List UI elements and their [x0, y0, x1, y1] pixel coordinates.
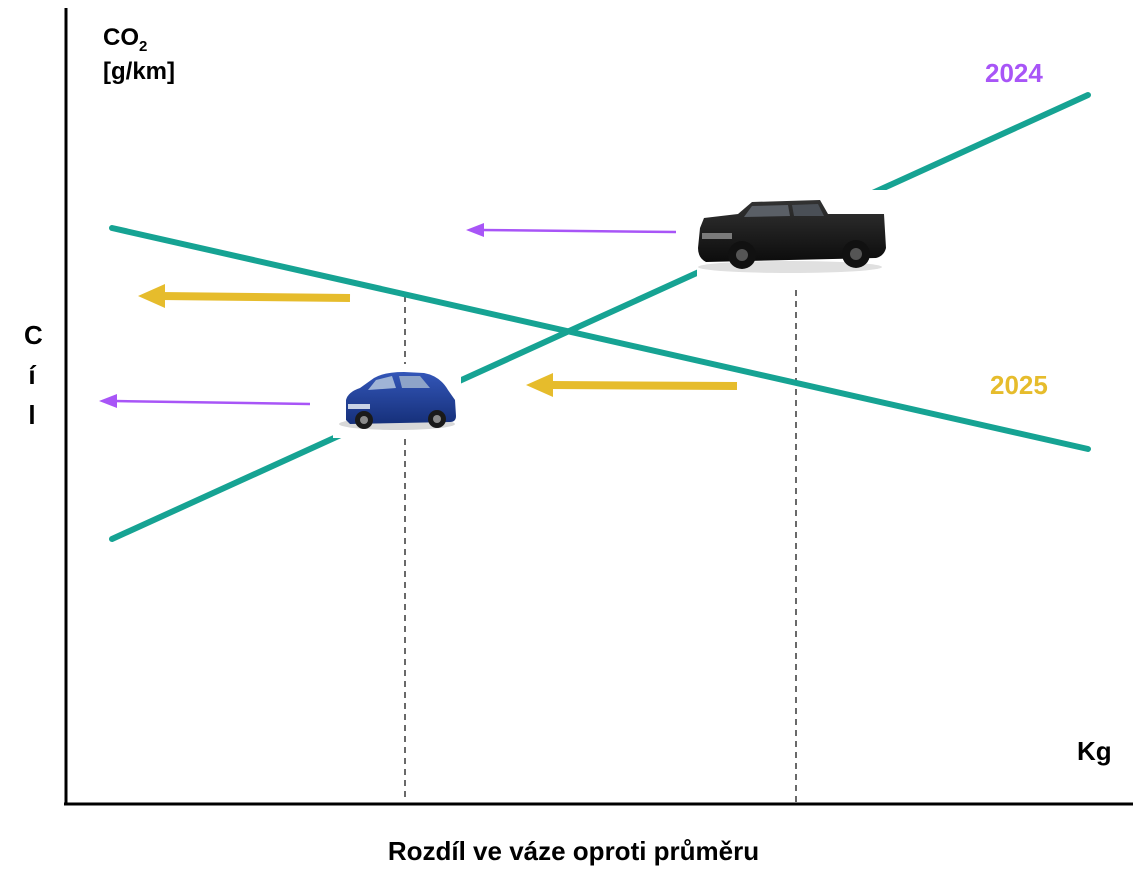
target-side-letter: l [28, 400, 36, 430]
x-axis-unit: Kg [1077, 736, 1112, 766]
y-axis-unit: [g/km] [103, 58, 175, 85]
arrow-2024-heavy [466, 223, 677, 237]
arrow-2025-heavy [526, 373, 738, 397]
x-axis-title: Rozdíl ve váze oproti průměru [387, 836, 760, 866]
arrow-2025-light [138, 284, 351, 308]
target-side-label: C í l [24, 315, 43, 435]
target-line-2025 [109, 225, 1091, 452]
pickup-truck-icon [697, 190, 891, 278]
target-line-2024 [109, 92, 1091, 542]
series-label-2025: 2025 [990, 370, 1048, 400]
target-side-letter: í [28, 360, 36, 390]
target-side-letter: C [24, 320, 43, 350]
small-hatchback-car-icon [333, 364, 461, 438]
arrow-2024-light [99, 394, 311, 408]
series-label-2024: 2024 [985, 58, 1043, 88]
y-axis-label-co2: CO2 [103, 24, 148, 55]
y-axis-label-subscript: 2 [139, 37, 148, 55]
